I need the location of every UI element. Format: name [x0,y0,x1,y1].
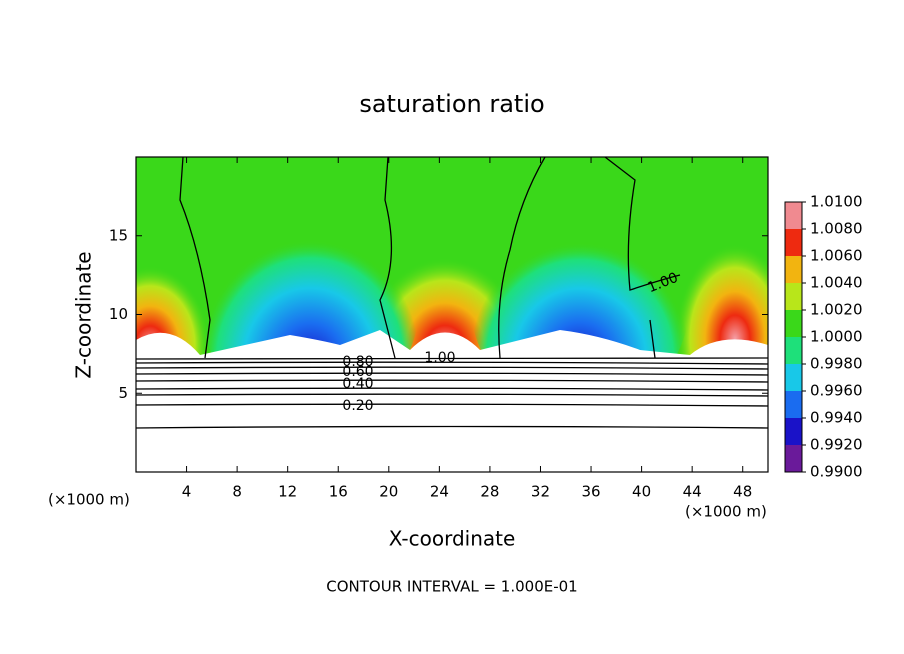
colorbar-swatch [785,310,802,337]
y-tick-label: 10 [109,305,128,323]
colorbar-swatch [785,229,802,256]
colorbar-label: 1.0000 [810,328,863,346]
colorbar-label: 0.9920 [810,436,863,454]
x-tick-label: 12 [278,483,297,501]
colorbar-label: 0.9900 [810,463,863,481]
colorbar-label: 1.0100 [810,193,863,211]
colorbar-swatch [785,445,802,472]
colorbar-label: 1.0060 [810,247,863,265]
colorbar-swatch [785,202,802,229]
x-tick-label: 40 [632,483,651,501]
x-tick-label: 28 [480,483,499,501]
chart-title: saturation ratio [359,90,544,118]
contour-label: 0.60 [342,364,373,380]
y-tick-label: 5 [118,384,128,402]
colorbar-swatch [785,337,802,364]
colorbar-label: 1.0020 [810,301,863,319]
x-tick-label: 4 [182,483,192,501]
x-tick-label: 44 [683,483,702,501]
contour-label: 0.80 [342,354,373,370]
footer: CONTOUR INTERVAL = 1.000E-01 [326,578,577,596]
colorbar-label: 1.0040 [810,274,863,292]
colorbar-swatch [785,391,802,418]
contour-label: 0.20 [342,398,373,414]
x-tick-label: 8 [232,483,242,501]
x-tick-label: 32 [531,483,550,501]
x-axis-label: X-coordinate [389,527,516,551]
y-axis-label: Z-coordinate [72,251,96,378]
field [136,157,768,472]
x-unit-right: (×1000 m) [685,503,767,521]
colorbar-swatch [785,283,802,310]
colorbar-swatch [785,256,802,283]
y-tick-label: 15 [109,226,128,244]
colorbar-swatch [785,364,802,391]
contour-label: 1.00 [424,350,455,366]
colorbar-label: 0.9940 [810,409,863,427]
x-tick-label: 36 [581,483,600,501]
x-tick-label: 24 [430,483,449,501]
colorbar-label: 0.9960 [810,382,863,400]
colorbar-label: 0.9980 [810,355,863,373]
x-unit-left: (×1000 m) [48,491,130,509]
x-tick-label: 48 [733,483,752,501]
colorbar-label: 1.0080 [810,220,863,238]
colorbar-swatch [785,418,802,445]
x-tick-label: 16 [329,483,348,501]
x-tick-label: 20 [379,483,398,501]
contour-label: 0.40 [342,376,373,392]
